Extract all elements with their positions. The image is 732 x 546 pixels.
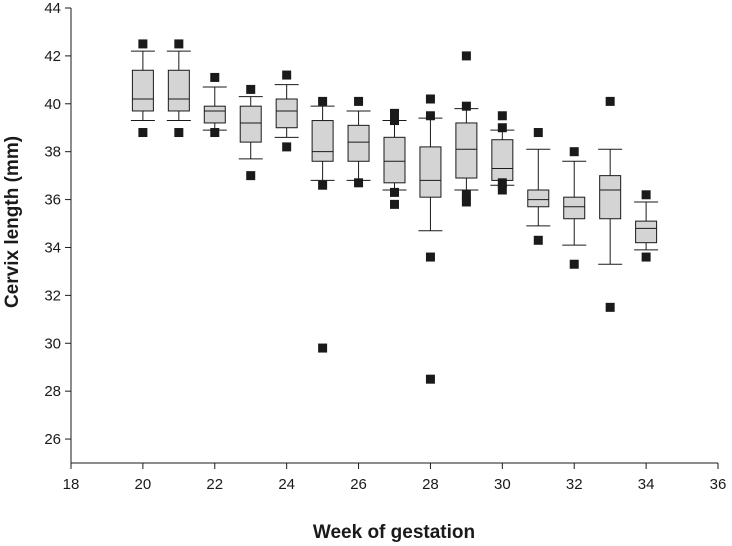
x-tick-label: 32 xyxy=(566,476,583,493)
outlier-point xyxy=(425,252,435,262)
iqr-box xyxy=(419,146,442,198)
box-week-20 xyxy=(130,39,155,138)
box-week-34 xyxy=(634,190,659,262)
box-week-23 xyxy=(238,84,263,181)
outlier-point xyxy=(605,302,615,312)
outlier-point xyxy=(138,39,148,49)
outlier-point xyxy=(605,96,615,106)
x-tick-label: 28 xyxy=(422,476,439,493)
outlier-point xyxy=(318,343,328,353)
outlier-point xyxy=(390,108,399,118)
outlier-point xyxy=(390,199,399,209)
box-week-29 xyxy=(454,51,479,207)
y-tick-label: 40 xyxy=(44,96,61,113)
x-tick-label: 34 xyxy=(638,476,655,493)
x-tick-label: 30 xyxy=(494,476,511,493)
outlier-point xyxy=(461,51,471,61)
y-axis-title: Cervix length (mm) xyxy=(2,136,23,308)
outlier-point xyxy=(569,147,579,157)
iqr-box xyxy=(599,175,622,220)
outlier-point xyxy=(497,111,507,121)
x-tick-label: 24 xyxy=(278,476,295,493)
outlier-point xyxy=(425,94,435,104)
iqr-box xyxy=(275,98,298,129)
x-tick-label: 26 xyxy=(350,476,367,493)
outlier-point xyxy=(210,128,220,138)
y-tick-label: 36 xyxy=(44,192,61,209)
iqr-box xyxy=(131,69,154,112)
outlier-point xyxy=(461,190,471,200)
y-tick-label: 44 xyxy=(44,0,61,17)
y-tick-label: 26 xyxy=(44,431,61,448)
iqr-box xyxy=(635,220,658,244)
iqr-box xyxy=(563,196,586,220)
outlier-point xyxy=(318,180,328,190)
y-tick-label: 28 xyxy=(44,383,61,400)
box-week-22 xyxy=(202,72,227,138)
iqr-box xyxy=(203,105,226,124)
iqr-box xyxy=(455,122,478,179)
y-tick-label: 42 xyxy=(44,48,61,65)
box-week-30 xyxy=(490,111,515,195)
outlier-point xyxy=(497,185,507,195)
iqr-box xyxy=(311,120,334,162)
box-week-31 xyxy=(526,128,551,245)
outlier-point xyxy=(174,128,184,138)
outlier-point xyxy=(533,128,543,138)
box-week-27 xyxy=(382,108,407,209)
y-tick-label: 32 xyxy=(44,287,61,304)
outlier-point xyxy=(282,142,292,152)
outlier-point xyxy=(138,128,148,138)
box-week-32 xyxy=(562,147,587,269)
x-tick-label: 36 xyxy=(710,476,727,493)
outlier-point xyxy=(246,84,256,94)
outlier-point xyxy=(569,259,579,269)
plot-area xyxy=(130,39,659,384)
outlier-point xyxy=(497,178,507,188)
outlier-point xyxy=(425,111,435,121)
y-tick-label: 38 xyxy=(44,144,61,161)
x-axis-title: Week of gestation xyxy=(313,522,475,543)
outlier-point xyxy=(318,96,328,106)
box-week-24 xyxy=(274,70,299,152)
outlier-point xyxy=(641,190,651,200)
outlier-point xyxy=(282,70,292,80)
y-tick-label: 34 xyxy=(44,239,61,256)
iqr-box xyxy=(491,139,514,181)
outlier-point xyxy=(641,252,651,262)
iqr-box xyxy=(167,69,190,112)
outlier-point xyxy=(354,96,364,106)
outlier-point xyxy=(354,178,364,188)
box-week-28 xyxy=(418,94,443,384)
box-week-25 xyxy=(310,96,335,353)
x-tick-label: 18 xyxy=(63,476,80,493)
iqr-box xyxy=(383,136,406,184)
outlier-point xyxy=(461,197,471,207)
outlier-point xyxy=(390,116,399,126)
iqr-box xyxy=(527,189,550,208)
outlier-point xyxy=(390,187,399,197)
x-tick-label: 20 xyxy=(135,476,152,493)
outlier-point xyxy=(174,39,184,49)
x-tick-label: 22 xyxy=(206,476,223,493)
y-tick-label: 30 xyxy=(44,335,61,352)
outlier-point xyxy=(210,72,220,82)
iqr-box xyxy=(347,124,370,162)
outlier-point xyxy=(246,171,256,181)
iqr-box xyxy=(239,105,262,143)
outlier-point xyxy=(461,101,471,111)
box-week-26 xyxy=(346,96,371,188)
tick-labels: 26 28 30 32 34 36 38 40 42 44 18 20 22 24 26 28 30 32 34 36 xyxy=(44,0,726,493)
outlier-point xyxy=(533,235,543,245)
box-week-21 xyxy=(166,39,191,138)
outlier-point xyxy=(425,374,435,384)
outlier-point xyxy=(497,123,507,133)
box-week-33 xyxy=(598,96,623,312)
axes xyxy=(65,7,719,469)
